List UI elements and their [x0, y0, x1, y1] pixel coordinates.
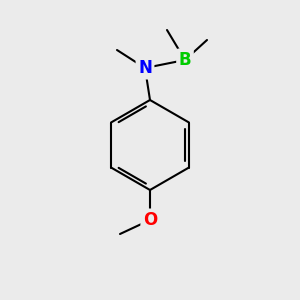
Text: B: B — [179, 51, 191, 69]
Text: N: N — [138, 59, 152, 77]
Text: O: O — [143, 211, 157, 229]
